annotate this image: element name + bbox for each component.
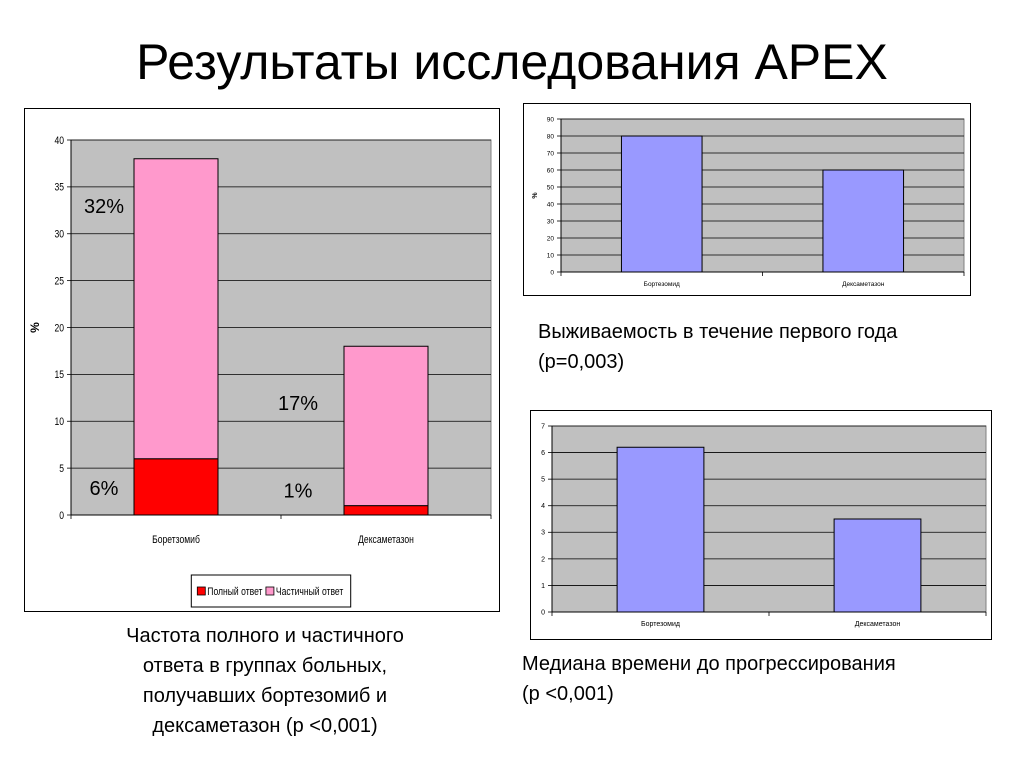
y-tick-label: 40 (547, 201, 555, 208)
y-tick-label: 90 (547, 116, 555, 123)
progression-chart-svg: 0 1 2 3 4 5 6 7 Бортезомид Дексаметазон (541, 423, 987, 628)
progression-caption: Медиана времени до прогрессирования (p <… (522, 649, 1012, 709)
y-tick-label: 1 (541, 583, 545, 590)
x-category-label: Бортезомид (644, 281, 680, 288)
legend-swatch (196, 586, 206, 596)
y-tick-label: 6 (541, 450, 545, 457)
y-tick-label: 15 (54, 369, 64, 381)
x-category-label: Дексаметазон (842, 281, 885, 288)
y-tick-label: 4 (541, 503, 545, 510)
y-axis-label: % (532, 192, 539, 199)
data-label: 1% (284, 481, 313, 503)
data-label: 17% (278, 393, 318, 415)
y-tick-label: 80 (547, 133, 555, 140)
caption-line: (p <0,001) (522, 683, 614, 705)
y-tick-label: 20 (54, 322, 64, 334)
y-tick-label: 0 (550, 269, 554, 276)
legend-box (190, 574, 352, 608)
response-rate-chart-svg: 0 5 10 15 20 25 30 35 40% 6% 32% 1% 17% Боретзомиб Дек… (28, 135, 492, 608)
y-tick-label: 3 (541, 530, 545, 537)
bar-segment (133, 458, 219, 516)
y-tick-label: 25 (54, 276, 64, 288)
data-label: 32% (84, 196, 124, 218)
x-category-label: Боретзомиб (152, 534, 200, 546)
caption-line: дексаметазон (p <0,001) (152, 715, 378, 737)
response-rate-chart: 0 5 10 15 20 25 30 35 40% 6% 32% 1% 17% Боретзомиб Дек… (24, 108, 500, 612)
caption-line: Выживаемость в течение первого года (538, 321, 898, 343)
y-axis-label: % (28, 322, 42, 333)
y-tick-label: 35 (54, 182, 64, 194)
x-category-label: Бортезомид (641, 621, 680, 628)
survival-chart-svg: 0 10 20 30 40 50 60 70 80 90% Бортезомид Дексаметаз… (532, 116, 965, 288)
progression-chart: 0 1 2 3 4 5 6 7 Бортезомид Дексаметазон (530, 410, 992, 640)
caption-line: ответа в группах больных, (142, 655, 388, 677)
bar (822, 169, 905, 273)
bar (620, 135, 703, 273)
survival-chart: 0 10 20 30 40 50 60 70 80 90% Бортезомид Дексаметаз… (523, 103, 971, 296)
y-tick-label: 2 (541, 556, 545, 563)
bar-segment (133, 158, 219, 460)
caption-line: Медиана времени до прогрессирования (522, 653, 896, 675)
y-tick-label: 5 (59, 463, 64, 475)
y-tick-label: 10 (54, 416, 64, 428)
y-tick-label: 0 (59, 510, 64, 522)
y-tick-label: 50 (547, 184, 555, 191)
y-tick-label: 30 (54, 229, 64, 241)
y-tick-label: 10 (547, 252, 555, 259)
bar (833, 518, 922, 613)
y-tick-label: 0 (541, 609, 545, 616)
caption-line: Частота полного и частичного (126, 625, 404, 647)
y-tick-label: 30 (547, 218, 555, 225)
page-title: Результаты исследования APEX (136, 34, 888, 90)
legend-label: Частичный ответ (276, 586, 344, 598)
x-category-label: Дексаметазон (358, 534, 414, 546)
y-tick-label: 5 (541, 477, 545, 484)
caption-line: (p=0,003) (538, 351, 625, 373)
y-tick-label: 20 (547, 235, 555, 242)
legend-label: Полный ответ (207, 586, 263, 598)
bar (616, 446, 705, 613)
bar-segment (343, 505, 429, 516)
y-tick-label: 60 (547, 167, 555, 174)
caption-line: получавших бортезомиб и (142, 685, 388, 707)
survival-caption: Выживаемость в течение первого года (p=0… (538, 317, 1018, 377)
bar-segment (343, 345, 429, 507)
y-tick-label: 7 (541, 423, 545, 430)
y-tick-label: 40 (54, 135, 64, 147)
legend-swatch (265, 586, 275, 596)
x-category-label: Дексаметазон (855, 621, 901, 628)
y-tick-label: 70 (547, 150, 555, 157)
response-rate-caption: Частота полного и частичного ответа в гр… (30, 621, 500, 741)
data-label: 6% (90, 478, 119, 500)
